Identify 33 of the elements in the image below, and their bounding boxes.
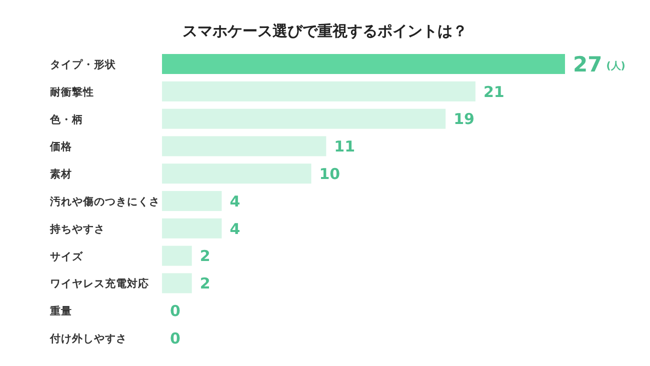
y-tick-label: 耐衝撃性	[50, 85, 94, 98]
y-tick-label: 持ちやすさ	[49, 222, 105, 236]
data-label: 2	[200, 274, 210, 293]
y-tick-label: 重量	[49, 304, 72, 318]
y-tick-label: 付け外しやすさ	[49, 332, 127, 345]
bar	[162, 218, 222, 238]
bar	[162, 81, 476, 102]
bar	[162, 246, 192, 266]
bar	[162, 108, 446, 129]
bar	[162, 191, 222, 211]
y-tick-label: タイプ・形状	[50, 58, 117, 71]
text: (人)	[606, 60, 626, 72]
data-label: 4	[230, 192, 240, 210]
bar	[162, 273, 192, 294]
data-label: 2	[200, 247, 210, 266]
bar	[162, 54, 565, 74]
bar	[162, 136, 326, 156]
data-label: 19	[454, 110, 474, 128]
data-label: 4	[230, 220, 240, 238]
data-label: 27	[573, 52, 602, 77]
y-tick-label: 素材	[50, 168, 72, 181]
chart-title: スマホケース選びで重視するポイントは？	[182, 22, 468, 40]
y-tick-label: 汚れや傷のつきにくさ	[49, 195, 160, 208]
data-label: 21	[483, 82, 504, 101]
data-label: 11	[334, 138, 356, 156]
y-tick-label: サイズ	[50, 250, 84, 263]
y-tick-label: 価格	[49, 140, 73, 154]
y-tick-label: 色・柄	[49, 112, 83, 126]
data-label: 0	[170, 302, 180, 320]
data-label: 10	[319, 165, 340, 183]
data-label: 0	[170, 329, 180, 348]
y-tick-label: ワイヤレス充電対応	[50, 277, 149, 290]
bar	[162, 164, 312, 184]
